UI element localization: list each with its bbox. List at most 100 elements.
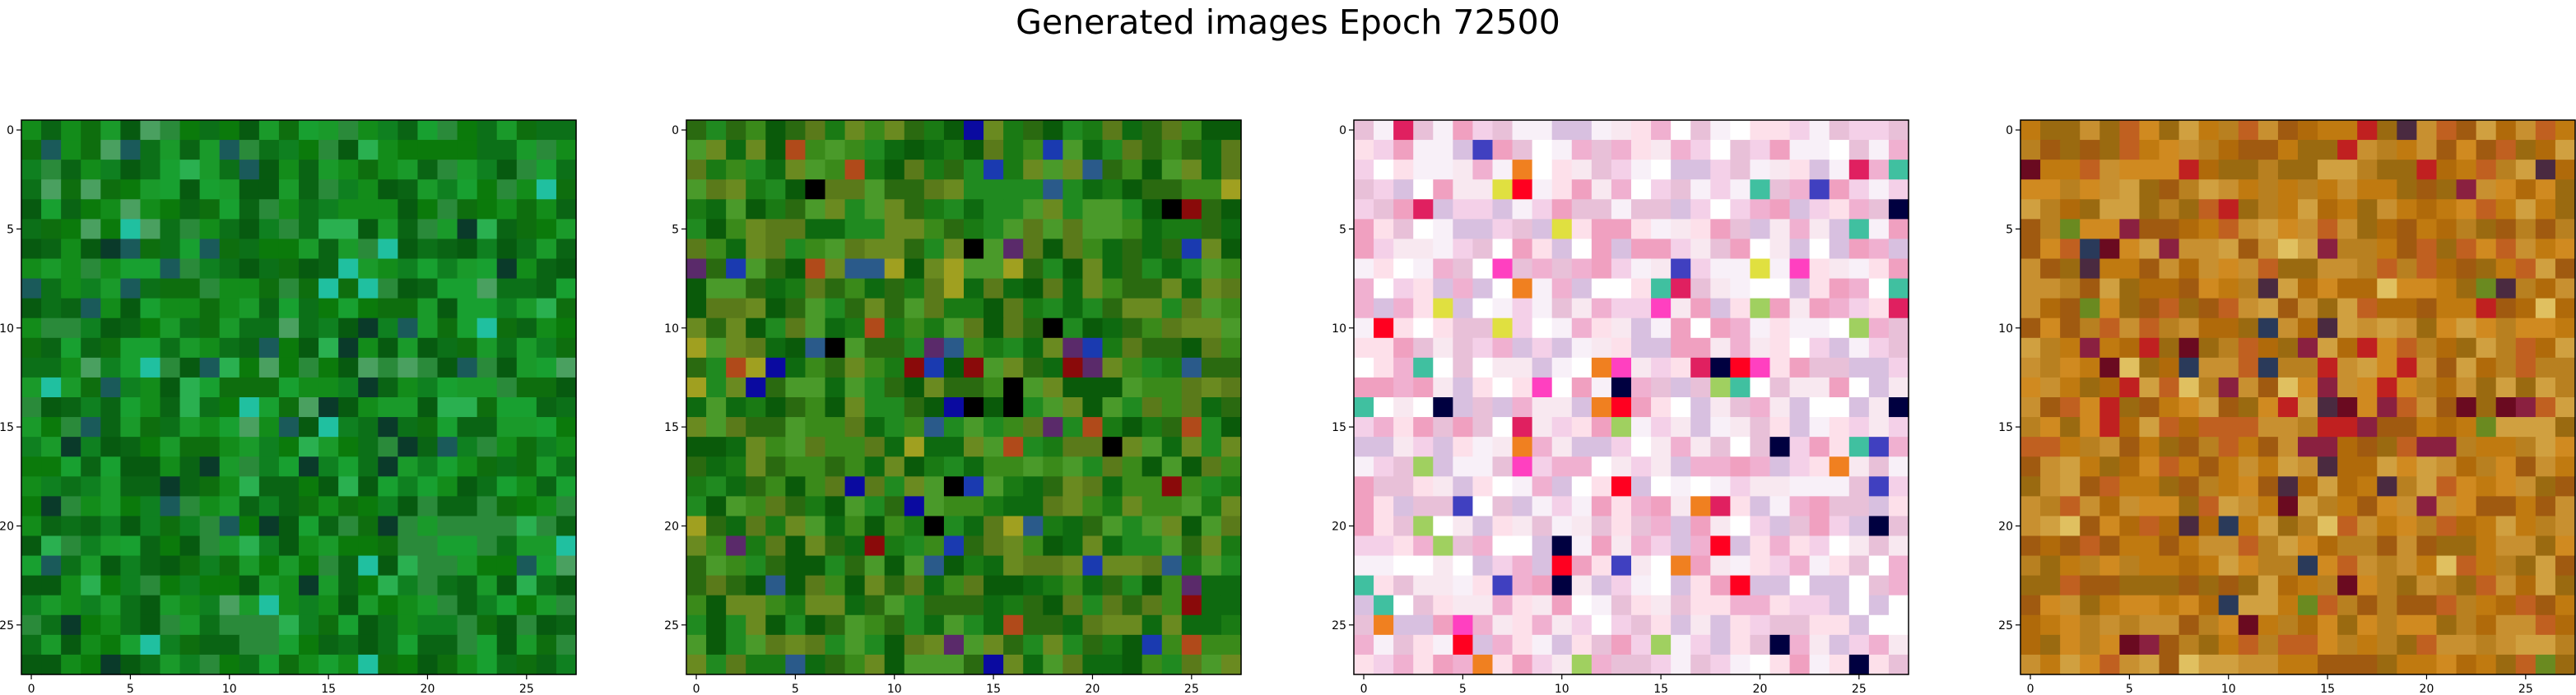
pixel-cell [1532,278,1553,299]
pixel-cell [100,595,121,616]
pixel-cell [1730,614,1751,636]
pixel-cell [2456,140,2477,160]
pixel-cell [437,496,458,517]
pixel-cell [2416,496,2438,517]
pixel-cell [2277,120,2299,141]
pixel-cell [100,516,121,537]
pixel-cell [1472,496,1494,517]
pixel-cell [457,199,478,220]
pixel-cell [1374,337,1394,359]
pixel-cell [199,437,221,457]
pixel-cell [338,555,359,577]
pixel-cell [2337,516,2358,537]
pixel-cell [358,298,379,319]
pixel-cell [2178,575,2200,596]
pixel-cell [2080,317,2100,339]
pixel-cell [923,219,945,240]
pixel-cell [358,120,379,141]
pixel-cell [1122,179,1143,200]
pixel-cell [2337,377,2358,398]
pixel-cell [805,317,826,339]
pixel-cell [338,239,359,260]
pixel-cell [120,120,142,141]
pixel-cell [1750,140,1771,160]
pixel-cell [746,120,766,141]
pixel-cell [1571,357,1593,378]
pixel-cell [964,575,984,596]
pixel-cell [2436,278,2457,299]
pixel-cell [1829,575,1850,596]
pixel-cell [844,575,866,596]
pixel-cell [179,298,201,319]
pixel-cell [239,535,260,557]
pixel-cell [1393,278,1414,299]
pixel-cell [219,595,240,616]
pixel-cell [1003,140,1024,160]
pixel-cell [2357,298,2378,319]
pixel-cell [2397,258,2418,280]
pixel-cell [2159,317,2180,339]
pixel-cell [41,476,62,497]
pixel-cell [1393,337,1414,359]
pixel-cell [686,337,707,359]
pixel-cell [2099,357,2120,378]
pixel-cell [2337,298,2358,319]
pixel-cell [1789,337,1811,359]
pixel-cell [805,239,826,260]
pixel-cell [358,179,379,200]
pixel-cell [358,417,379,438]
pixel-cell [1122,516,1143,537]
pixel-cell [81,555,101,577]
pixel-cell [1750,179,1771,200]
pixel-cell [1631,140,1652,160]
pixel-cell [1868,160,1890,180]
pixel-cell [706,199,727,220]
pixel-cell [1690,634,1711,656]
pixel-cell [1023,535,1044,557]
pixel-cell [398,258,419,280]
x-tick-label: 15 [321,683,336,695]
pixel-cell [1651,535,1672,557]
pixel-cell [160,278,181,299]
pixel-cell [1043,614,1063,636]
pixel-cell [2080,140,2100,160]
pixel-cell [923,496,945,517]
pixel-cell [1161,476,1183,497]
pixel-cell [536,456,557,477]
image-pixels [686,120,1242,675]
pixel-cell [1453,120,1474,141]
pixel-cell [2416,179,2438,200]
pixel-cell [358,516,379,537]
pixel-cell [983,516,1004,537]
pixel-cell [825,516,846,537]
pixel-cell [2436,476,2457,497]
pixel-cell [904,614,925,636]
pixel-cell [2476,298,2497,319]
pixel-cell [2476,516,2497,537]
pixel-cell [496,397,518,418]
pixel-cell [2555,496,2576,517]
pixel-cell [1492,417,1514,438]
pixel-cell [160,160,181,180]
pixel-cell [2040,654,2061,675]
pixel-cell [1062,555,1084,577]
pixel-cell [1181,298,1202,319]
pixel-cell [140,377,161,398]
pixel-cell [983,496,1004,517]
pixel-cell [299,317,319,339]
pixel-cell [358,595,379,616]
pixel-cell [1181,239,1202,260]
pixel-cell [1611,614,1632,636]
pixel-cell [437,437,458,457]
pixel-cell [1453,278,1474,299]
pixel-cell [2139,654,2160,675]
pixel-cell [2318,140,2338,160]
pixel-cell [706,140,727,160]
pixel-cell [943,456,965,477]
pixel-cell [2515,140,2536,160]
pixel-cell [1769,377,1791,398]
pixel-cell [864,337,886,359]
pixel-cell [160,120,181,141]
pixel-cell [2020,258,2041,280]
pixel-cell [2555,337,2576,359]
